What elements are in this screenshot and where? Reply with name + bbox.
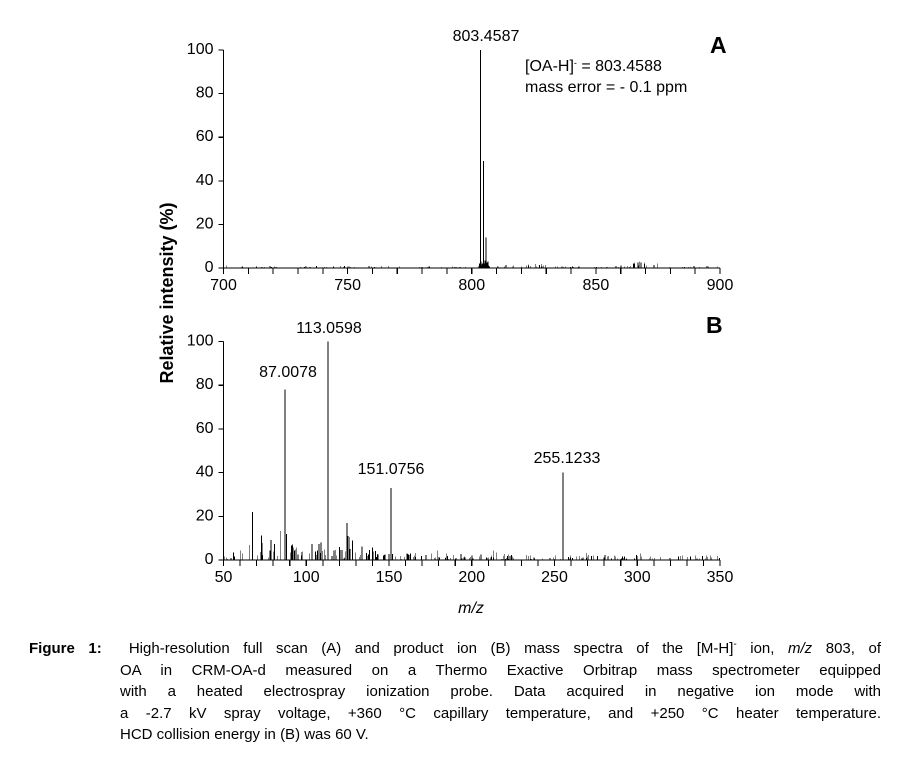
svg-text:350: 350 bbox=[707, 569, 734, 586]
svg-text:[OA-H]- = 803.4588: [OA-H]- = 803.4588 bbox=[525, 58, 662, 75]
svg-text:0: 0 bbox=[205, 551, 214, 568]
svg-text:151.0756: 151.0756 bbox=[358, 461, 425, 478]
svg-text:mass error = - 0.1 ppm: mass error = - 0.1 ppm bbox=[525, 79, 687, 96]
svg-text:150: 150 bbox=[376, 569, 403, 586]
svg-text:300: 300 bbox=[624, 569, 651, 586]
svg-text:750: 750 bbox=[334, 277, 361, 294]
svg-text:255.1233: 255.1233 bbox=[534, 450, 601, 467]
svg-text:50: 50 bbox=[215, 569, 233, 586]
svg-text:80: 80 bbox=[196, 85, 214, 102]
svg-text:200: 200 bbox=[458, 569, 485, 586]
svg-text:60: 60 bbox=[196, 128, 214, 145]
svg-text:850: 850 bbox=[583, 277, 610, 294]
svg-text:40: 40 bbox=[196, 172, 214, 189]
svg-text:Relative intensity (%): Relative intensity (%) bbox=[157, 202, 177, 383]
svg-text:250: 250 bbox=[541, 569, 568, 586]
svg-text:87.0078: 87.0078 bbox=[259, 364, 317, 381]
svg-text:m/z: m/z bbox=[458, 600, 484, 617]
svg-text:800: 800 bbox=[458, 277, 485, 294]
svg-text:60: 60 bbox=[196, 420, 214, 437]
svg-text:B: B bbox=[706, 312, 723, 338]
svg-text:20: 20 bbox=[196, 215, 214, 232]
svg-text:20: 20 bbox=[196, 507, 214, 524]
svg-text:803.4587: 803.4587 bbox=[453, 28, 520, 45]
svg-text:100: 100 bbox=[187, 333, 214, 350]
svg-text:700: 700 bbox=[210, 277, 237, 294]
svg-text:100: 100 bbox=[293, 569, 320, 586]
svg-text:113.0598: 113.0598 bbox=[296, 320, 362, 337]
svg-text:80: 80 bbox=[196, 376, 214, 393]
svg-text:100: 100 bbox=[187, 41, 214, 58]
svg-text:A: A bbox=[710, 32, 727, 58]
svg-text:900: 900 bbox=[707, 277, 734, 294]
svg-text:0: 0 bbox=[205, 259, 214, 276]
svg-text:40: 40 bbox=[196, 464, 214, 481]
